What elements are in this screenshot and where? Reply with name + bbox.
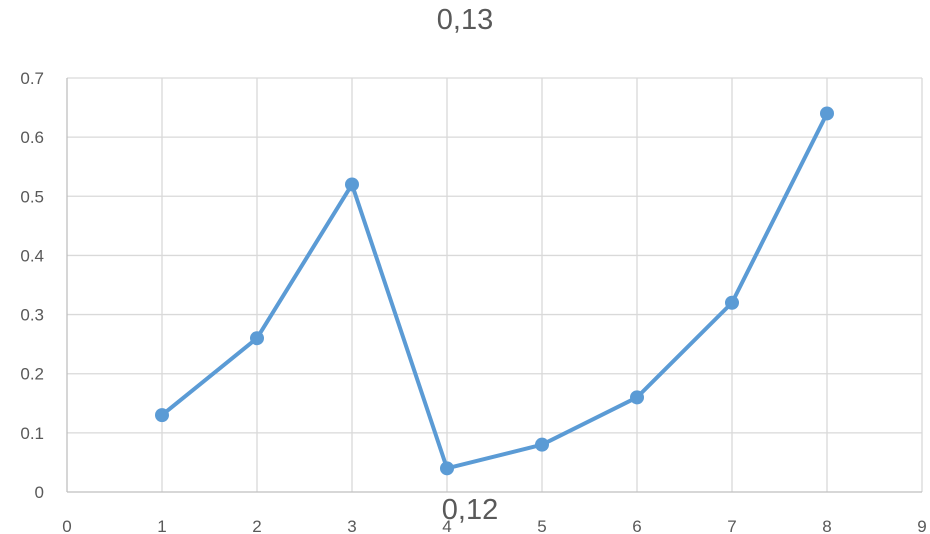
y-tick-label-0.6: 0.6 — [20, 128, 44, 147]
x-tick-label-5: 5 — [537, 517, 546, 534]
x-tick-label-2: 2 — [252, 517, 261, 534]
x-tick-label-4: 4 — [442, 517, 451, 534]
x-tick-label-6: 6 — [632, 517, 641, 534]
x-tick-label-1: 1 — [157, 517, 166, 534]
data-point-1 — [155, 408, 169, 423]
data-point-2 — [250, 331, 264, 346]
chart-title: 0,13 — [436, 4, 494, 36]
x-tick-label-3: 3 — [347, 517, 356, 534]
axes — [66, 78, 922, 493]
y-tick-label-0.4: 0.4 — [20, 246, 44, 265]
y-tick-label-0: 0 — [35, 483, 44, 502]
x-tick-label-7: 7 — [727, 517, 736, 534]
y-tick-labels: 0 0.1 0.2 0.3 0.4 0.5 0.6 0.7 — [20, 69, 44, 502]
y-tick-label-0.2: 0.2 — [20, 365, 44, 384]
x-tick-label-8: 8 — [822, 517, 831, 534]
data-point-3 — [345, 177, 359, 192]
horizontal-gridlines — [67, 77, 922, 434]
data-point-8 — [820, 106, 834, 121]
x-tick-label-0: 0 — [62, 517, 71, 534]
secondary-title: 0,12 — [441, 494, 499, 526]
series-group — [155, 106, 834, 476]
series-line-0 — [160, 112, 829, 471]
y-tick-label-0.1: 0.1 — [20, 424, 44, 443]
data-point-5 — [535, 437, 549, 452]
data-point-4 — [440, 461, 454, 476]
vertical-gridlines — [161, 78, 923, 492]
x-tick-labels: 0 1 2 3 4 5 6 7 8 9 — [62, 517, 926, 534]
y-tick-label-0.7: 0.7 — [20, 69, 44, 88]
x-tick-label-9: 9 — [917, 517, 926, 534]
data-point-6 — [630, 390, 644, 405]
y-tick-label-0.5: 0.5 — [20, 187, 44, 206]
data-point-7 — [725, 295, 739, 310]
y-tick-label-0.3: 0.3 — [20, 306, 44, 325]
